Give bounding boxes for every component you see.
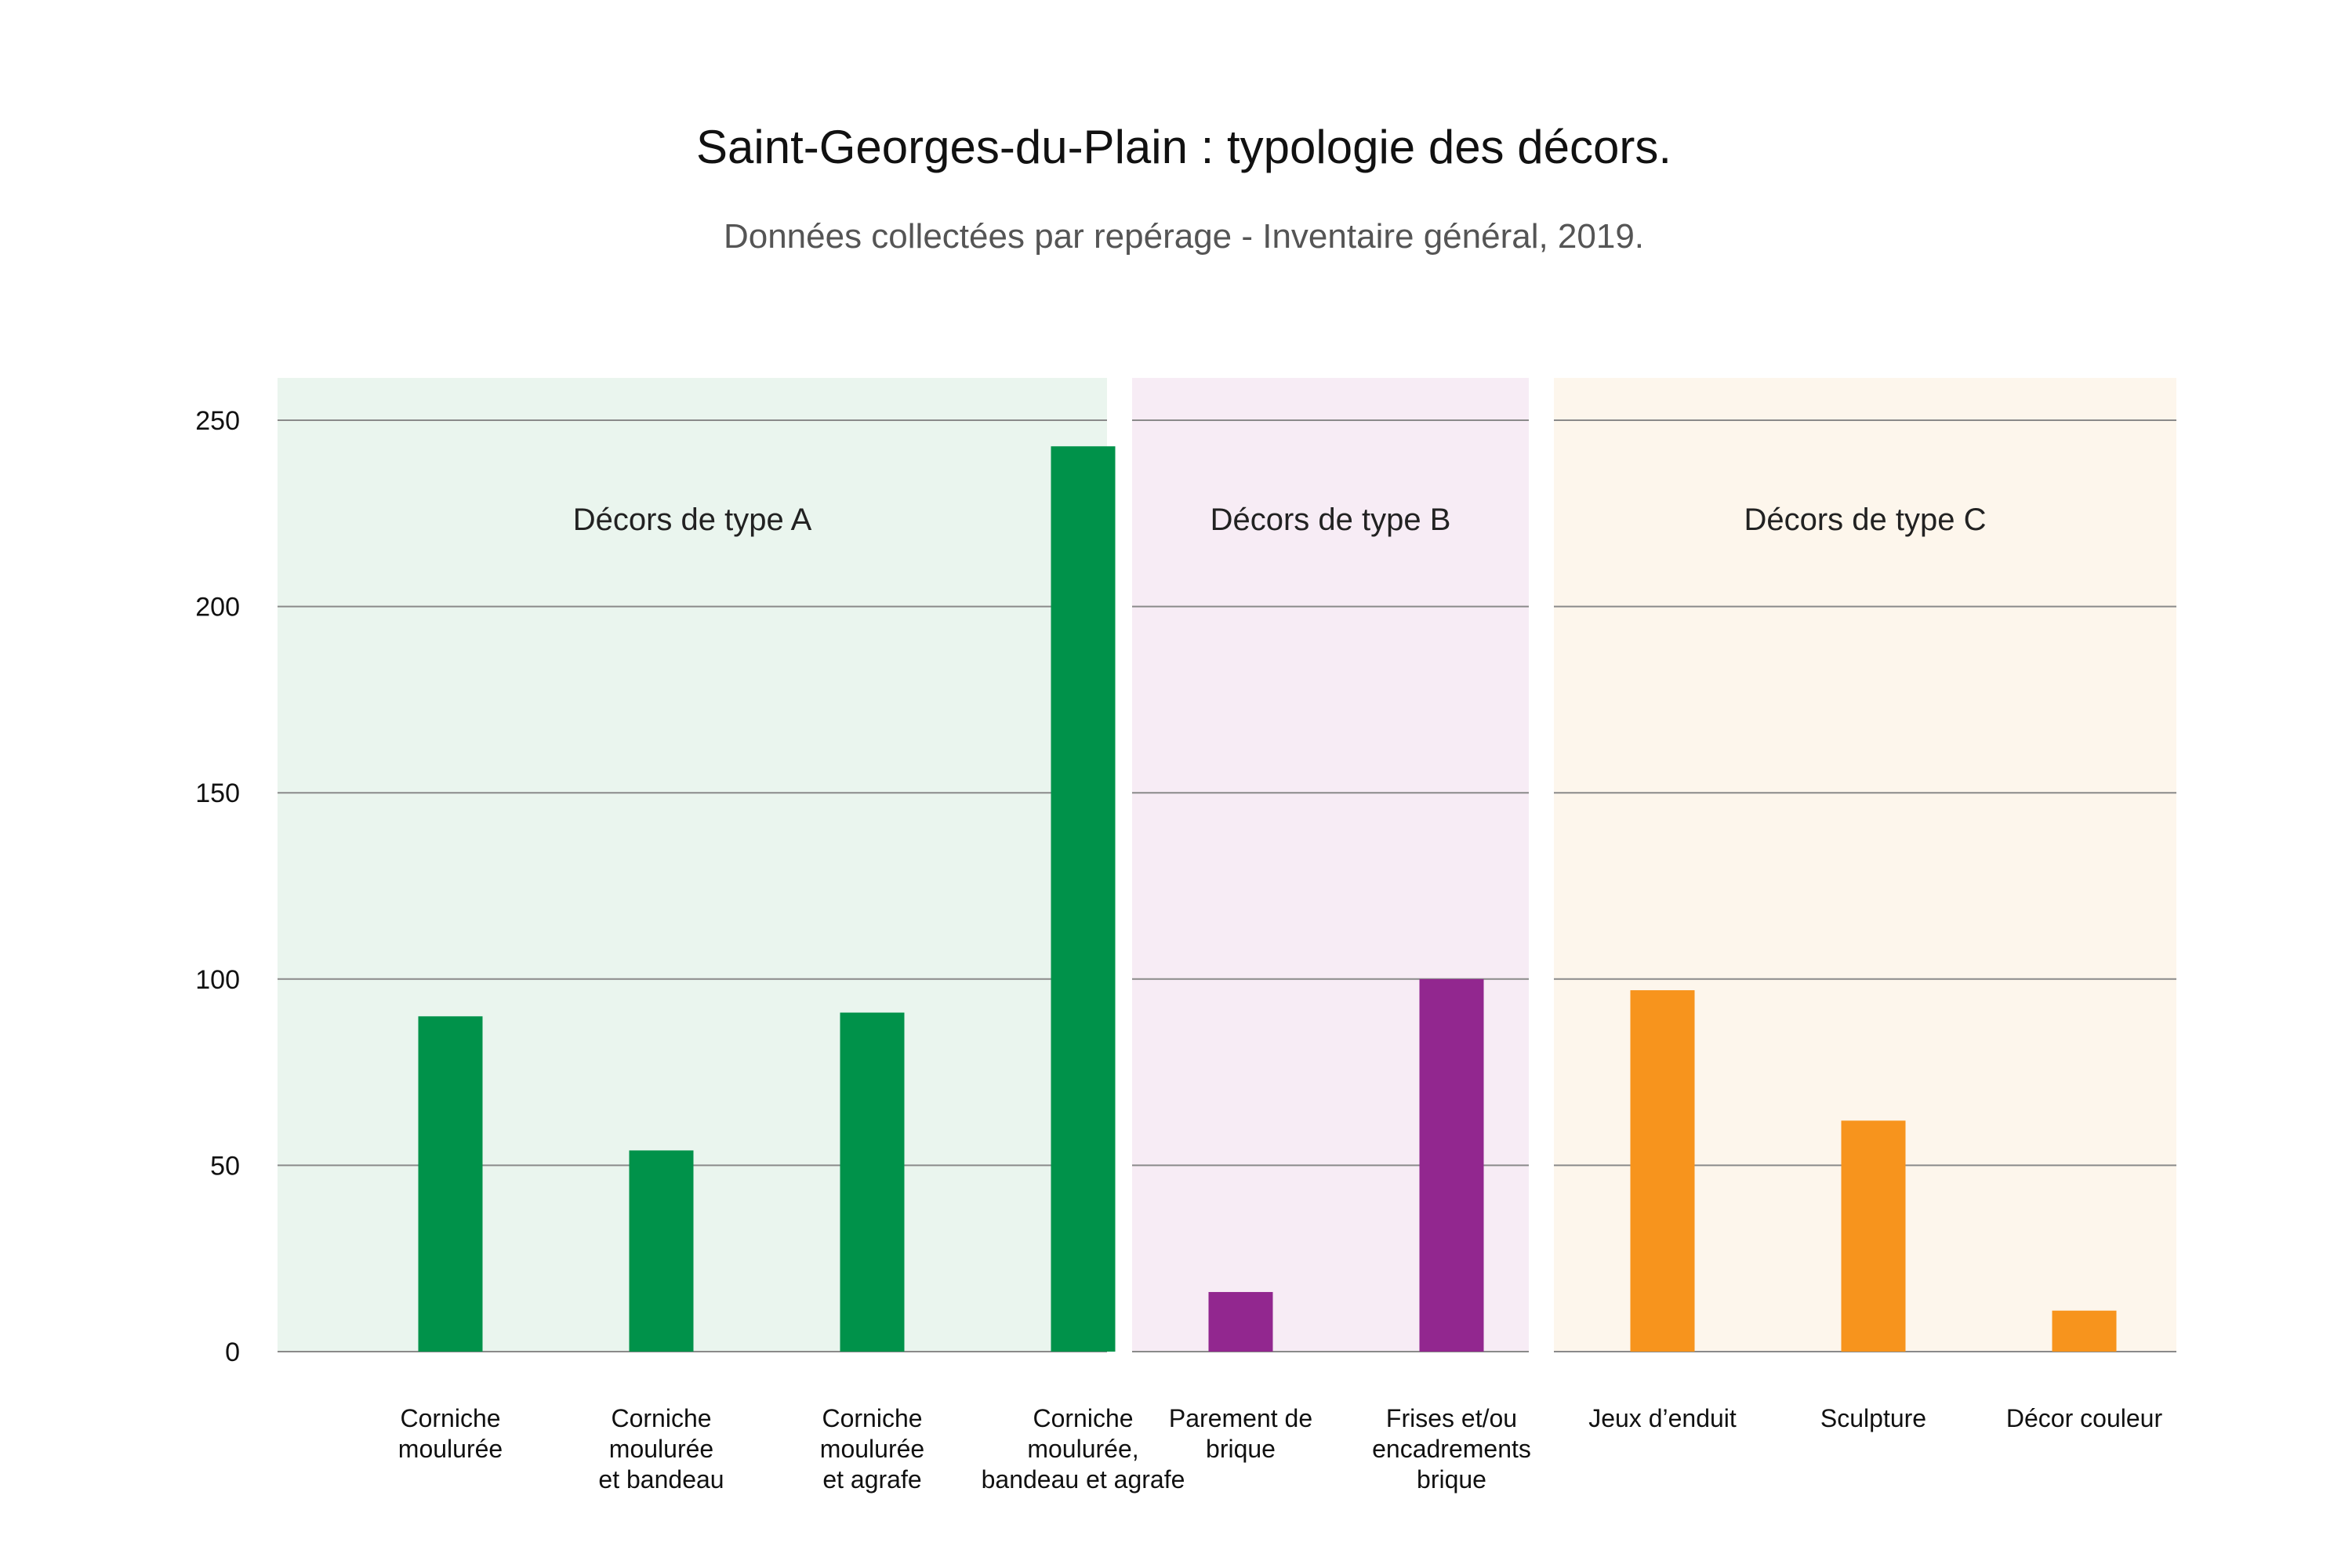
x-tick-label: Corniche moulurée, bandeau et agrafe	[982, 1404, 1185, 1494]
y-tick-label: 0	[225, 1338, 240, 1367]
x-tick-label: Jeux d’enduit	[1588, 1404, 1737, 1432]
chart-title: Saint-Georges-du-Plain : typologie des d…	[696, 121, 1671, 173]
x-tick-label: Parement de brique	[1169, 1404, 1312, 1463]
group-label: Décors de type C	[1744, 503, 1986, 537]
labels: Décors de type A Corniche moulurée Corniche…	[195, 406, 2162, 1494]
y-tick-label: 100	[195, 965, 240, 995]
bar	[2052, 1310, 2117, 1352]
bar	[840, 1012, 905, 1352]
bar	[1841, 1120, 1906, 1352]
bar	[629, 1150, 694, 1352]
chart-subtitle: Données collectées par repérage - Invent…	[724, 217, 1644, 256]
x-tick-label: Décor couleur	[2006, 1404, 2163, 1432]
bar	[1419, 978, 1484, 1352]
y-tick-label: 200	[195, 593, 240, 622]
x-tick-label: Corniche moulurée et agrafe	[820, 1404, 924, 1494]
bar	[418, 1016, 483, 1352]
group-label: Décors de type B	[1210, 503, 1451, 537]
bars	[418, 446, 2117, 1352]
x-tick-label: Corniche moulurée et bandeau	[598, 1404, 724, 1494]
bar	[1630, 990, 1695, 1352]
y-tick-label: 150	[195, 779, 240, 808]
y-tick-label: 250	[195, 406, 240, 436]
x-tick-label: Sculpture	[1820, 1404, 1926, 1432]
x-tick-label: Frises et/ou encadrements brique	[1372, 1404, 1531, 1494]
group-label: Décors de type A	[573, 503, 812, 537]
bar	[1051, 446, 1116, 1352]
bar	[1208, 1291, 1273, 1352]
x-tick-label: Corniche moulurée	[398, 1404, 503, 1463]
y-tick-label: 50	[210, 1151, 240, 1181]
group-panels	[278, 378, 2176, 1352]
